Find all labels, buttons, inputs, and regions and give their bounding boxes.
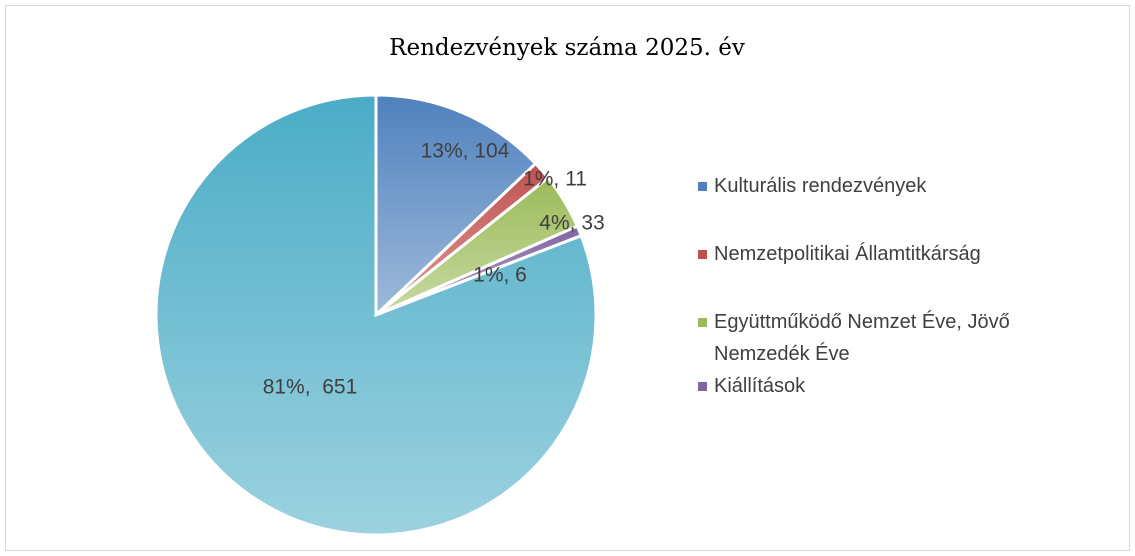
legend-item: Nemzetpolitikai Államtitkárság [698,238,1038,270]
legend-item: Kiállítások [698,370,1038,402]
chart-frame [5,5,1130,551]
legend-swatch [698,250,707,259]
pie-slice [154,93,598,537]
data-label: 1%, 11 [523,168,587,191]
legend-swatch [698,382,707,391]
legend-swatch [698,318,707,327]
legend-label: Együttműködő Nemzet Éve, Jövő Nemzedék É… [714,311,1010,365]
legend-label: Kulturális rendezvények [714,175,927,197]
data-label: 13%, 104 [421,140,510,163]
chart-title: Rendezvények száma 2025. év [389,35,745,61]
legend-swatch [698,182,707,191]
data-label: 4%, 33 [539,212,604,235]
legend-item: Kulturális rendezvények [698,170,1038,202]
data-label: 1%, 6 [473,264,527,287]
legend-label: Kiállítások [714,375,806,397]
pie-slice [374,93,538,319]
data-label: 81%, 651 [263,376,358,399]
legend: Kulturális rendezvények Nemzetpolitikai Á… [698,170,1038,402]
legend-label: Nemzetpolitikai Államtitkárság [714,243,981,265]
legend-item: Együttműködő Nemzet Éve, Jövő Nemzedék É… [698,306,1038,370]
